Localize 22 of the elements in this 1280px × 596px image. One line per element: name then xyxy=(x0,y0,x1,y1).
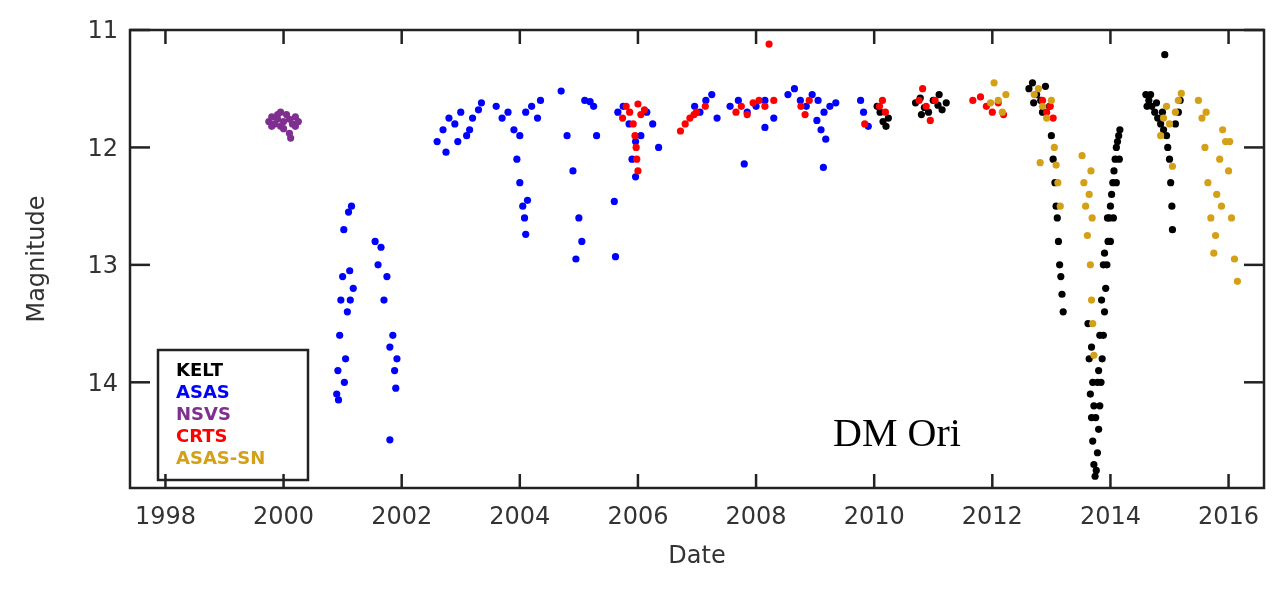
y-tick-label: 14 xyxy=(87,368,118,397)
text: ASAS xyxy=(176,381,230,402)
x-tick-label: 2012 xyxy=(961,502,1023,530)
x-tick-label: 1998 xyxy=(134,502,196,530)
x-tick-label: 2008 xyxy=(725,502,787,530)
text: KELT xyxy=(176,359,224,380)
y-tick-label: 13 xyxy=(87,251,118,280)
text: ASAS-SN xyxy=(176,447,266,468)
y-axis-title: Magnitude xyxy=(22,195,50,323)
x-axis-title: Date xyxy=(668,541,726,569)
x-tick-label: 2002 xyxy=(371,502,433,530)
x-tick-label: 2010 xyxy=(843,502,905,530)
text: CRTS xyxy=(176,425,228,446)
annotation: DM Ori xyxy=(833,410,961,455)
text: NSVS xyxy=(176,403,231,424)
x-tick-label: 2016 xyxy=(1198,502,1260,530)
y-tick-label: 12 xyxy=(87,133,118,162)
x-tick-label: 2000 xyxy=(253,502,315,530)
x-tick-label: 2006 xyxy=(607,502,669,530)
x-tick-label: 2014 xyxy=(1079,502,1141,530)
x-tick-label: 2004 xyxy=(489,502,551,530)
y-tick-label: 11 xyxy=(87,16,118,45)
